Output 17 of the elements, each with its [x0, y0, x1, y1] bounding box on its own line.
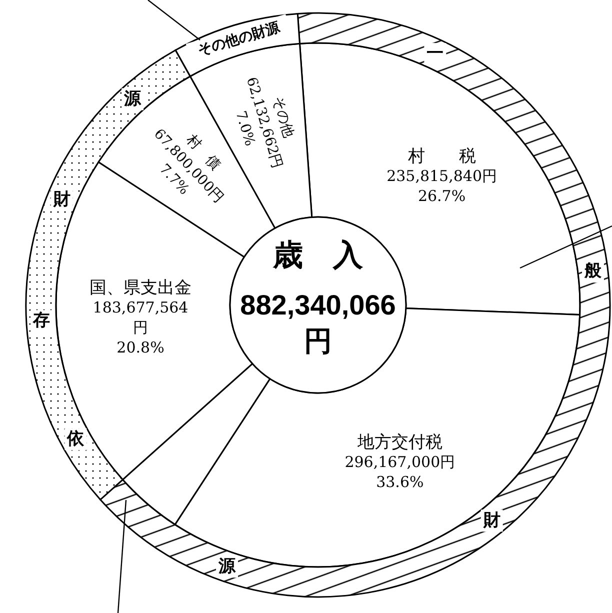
text: 般: [583, 261, 602, 282]
text: 源: [123, 88, 142, 109]
text: 存: [32, 310, 50, 331]
slice-label: その他の財源: [196, 19, 282, 60]
text: 財: [482, 510, 500, 530]
text: 依: [66, 428, 86, 449]
data-label: 296,167,000円 33.6%: [344, 452, 456, 491]
text: 財: [52, 189, 70, 210]
slice-label: 国、県支出金: [90, 278, 192, 298]
text: 一: [426, 44, 444, 64]
slice-label: 村 税: [406, 146, 476, 167]
text: 歳 入: [272, 238, 364, 272]
slice-label: 地方交付税: [356, 432, 442, 453]
data-label: 183,677,564 円 20.8%: [92, 298, 188, 356]
text: 源: [218, 556, 237, 576]
data-label: 235,815,840円 26.7%: [386, 166, 497, 205]
text: 882,340,066 円: [240, 289, 396, 356]
